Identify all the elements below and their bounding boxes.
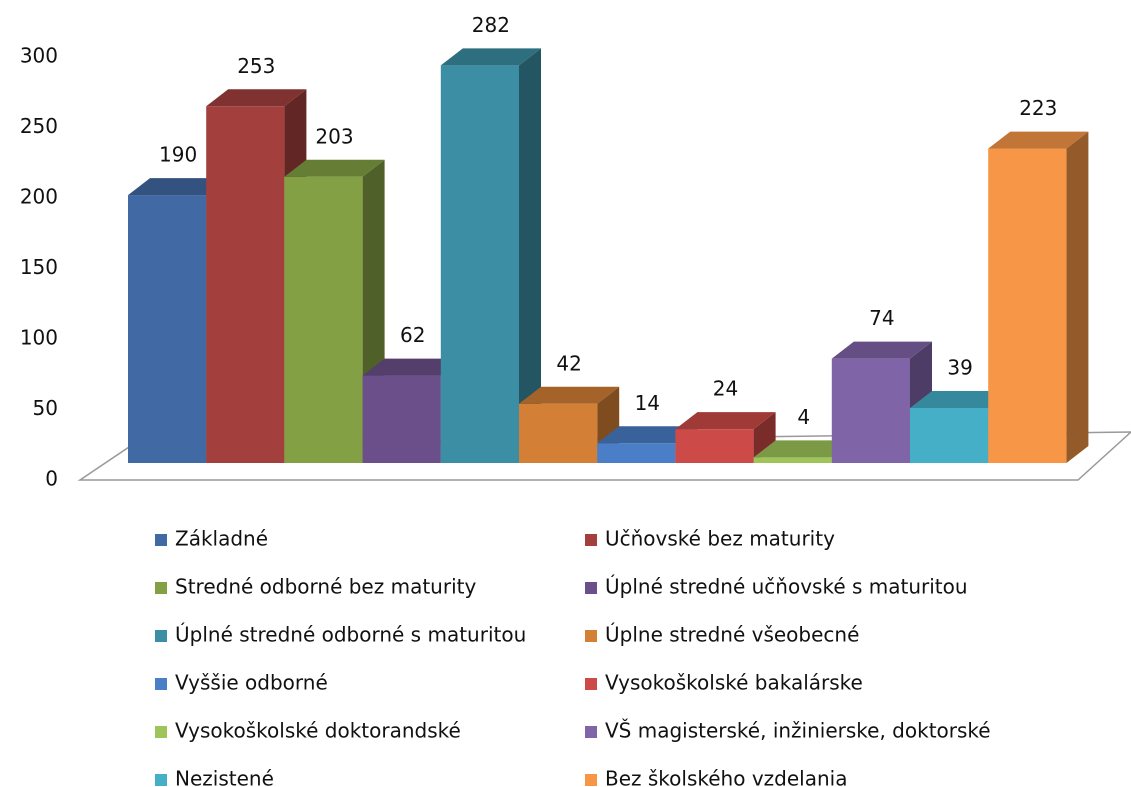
bar-top	[440, 48, 541, 66]
y-tick-label: 150	[20, 255, 58, 279]
bar	[362, 375, 441, 463]
legend-label: Základné	[175, 527, 268, 551]
bar-side	[519, 48, 541, 463]
bar	[831, 358, 910, 463]
bar-top	[206, 89, 307, 107]
bar	[910, 408, 989, 463]
legend-swatch	[585, 534, 597, 546]
data-label: 223	[1019, 96, 1057, 120]
y-tick-label: 0	[45, 467, 58, 491]
y-tick-label: 300	[20, 44, 58, 68]
legend-label: Vyššie odborné	[175, 671, 328, 695]
data-label: 39	[947, 356, 972, 380]
legend-label: Učňovské bez maturity	[605, 527, 835, 551]
legend-label: Vysokoškolské bakalárske	[605, 671, 863, 695]
bar-top	[910, 391, 1011, 409]
bar-top	[675, 412, 776, 430]
legend-swatch	[585, 678, 597, 690]
data-label: 62	[400, 323, 425, 347]
legend-swatch	[155, 630, 167, 642]
bar	[675, 429, 754, 463]
bar-top	[988, 131, 1089, 149]
bar	[284, 176, 363, 463]
legend-label: Úplne stredné všeobecné	[605, 623, 859, 647]
bar	[753, 457, 832, 463]
bar-top	[519, 386, 620, 404]
legend-swatch	[155, 774, 167, 786]
data-label: 190	[159, 143, 197, 167]
bar	[206, 106, 285, 464]
bar-top	[753, 440, 854, 458]
legend-label: Bez školského vzdelania	[605, 767, 847, 787]
legend-swatch	[155, 726, 167, 738]
y-tick-label: 250	[20, 114, 58, 138]
y-tick-label: 100	[20, 326, 58, 350]
bar	[128, 195, 207, 463]
data-label: 74	[869, 306, 894, 330]
bar	[519, 403, 598, 463]
legend-label: VŠ magisterské, inžinierske, doktorské	[605, 719, 991, 743]
data-label: 42	[556, 351, 581, 375]
bar-side	[753, 412, 776, 463]
bar-side	[1066, 131, 1089, 463]
legend-swatch	[155, 678, 167, 690]
bar	[988, 148, 1067, 463]
data-label: 14	[635, 391, 660, 415]
legend-label: Úplné stredné učňovské s maturitou	[605, 575, 968, 599]
bar	[440, 65, 519, 463]
bar	[597, 443, 676, 463]
legend-label: Nezistené	[175, 767, 274, 787]
bar-top	[831, 341, 932, 359]
legend-swatch	[585, 630, 597, 642]
legend-swatch	[585, 774, 597, 786]
legend-label: Stredné odborné bez maturity	[175, 575, 476, 599]
legend-label: Vysokoškolské doktorandské	[175, 719, 461, 743]
legend-swatch	[585, 582, 597, 594]
legend-swatch	[155, 534, 167, 546]
bar-top	[362, 358, 463, 376]
legend-swatch	[585, 726, 597, 738]
legend-swatch	[155, 582, 167, 594]
legend-label: Úplné stredné odborné s maturitou	[175, 623, 526, 647]
y-tick-label: 200	[20, 185, 58, 209]
data-label: 4	[797, 405, 810, 429]
bar-top	[284, 159, 385, 177]
y-tick-label: 50	[33, 396, 58, 420]
data-label: 203	[315, 124, 353, 148]
bar-top	[128, 178, 229, 196]
data-label: 24	[713, 377, 738, 401]
bar-top	[597, 426, 698, 444]
data-label: 282	[472, 13, 510, 37]
data-label: 253	[237, 54, 275, 78]
